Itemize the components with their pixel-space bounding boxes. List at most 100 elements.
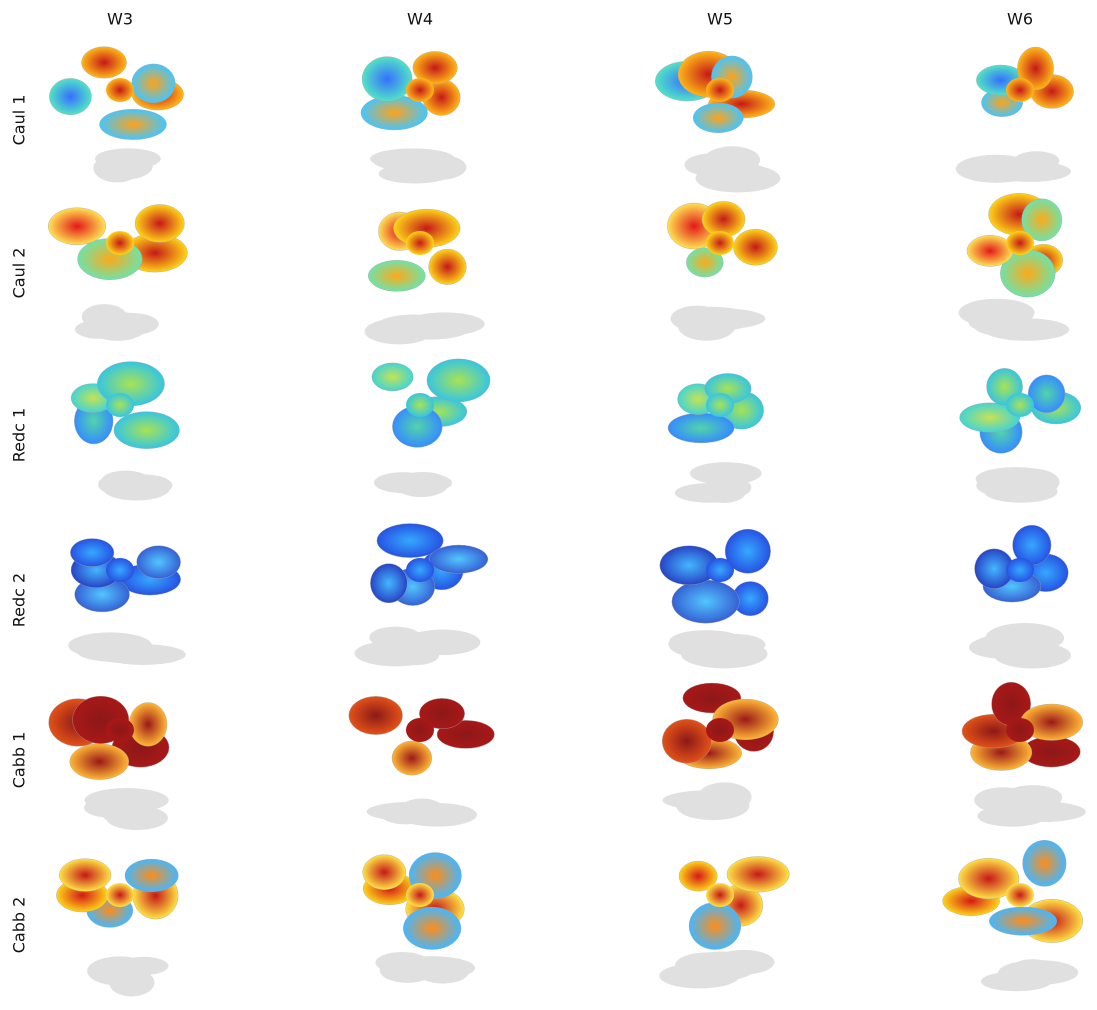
plant-shadow bbox=[370, 148, 467, 184]
leaf-center bbox=[706, 718, 734, 742]
plant-shadow bbox=[969, 623, 1071, 669]
leaf-center bbox=[1006, 718, 1034, 742]
shadow-lobe bbox=[998, 960, 1079, 985]
leaf bbox=[726, 856, 790, 893]
plant-cell bbox=[49, 46, 184, 183]
plant-shadow bbox=[670, 305, 766, 341]
leaf bbox=[733, 228, 778, 266]
shadow-lobe bbox=[974, 634, 1030, 656]
plant-cell bbox=[348, 696, 495, 827]
leaf bbox=[124, 858, 179, 892]
plant-cell bbox=[961, 681, 1086, 827]
leaf-center bbox=[706, 393, 734, 417]
plant-point-cloud bbox=[370, 523, 489, 606]
plant-point-cloud bbox=[360, 51, 461, 131]
leaf bbox=[371, 362, 414, 392]
plant-shadow bbox=[366, 798, 477, 827]
leaf bbox=[348, 696, 403, 735]
leaf bbox=[362, 854, 407, 890]
shadow-lobe bbox=[689, 462, 762, 485]
plant-shadow bbox=[374, 472, 453, 498]
plant-point-cloud bbox=[655, 51, 776, 133]
leaf-center bbox=[106, 883, 134, 907]
shadow-lobe bbox=[81, 304, 127, 330]
plant-point-cloud bbox=[659, 528, 771, 624]
plant-cell bbox=[47, 204, 188, 341]
leaf bbox=[667, 412, 735, 444]
plant-point-cloud bbox=[961, 681, 1083, 771]
row-label: Redc 1 bbox=[10, 408, 29, 462]
shadow-lobe bbox=[378, 163, 452, 184]
plant-point-cloud bbox=[368, 208, 467, 292]
leaf-center bbox=[406, 883, 434, 907]
plant-shadow bbox=[364, 312, 485, 345]
leaf bbox=[69, 743, 130, 780]
shadow-lobe bbox=[974, 787, 1032, 813]
leaf bbox=[959, 402, 1021, 433]
plant-cell bbox=[354, 523, 489, 667]
leaf bbox=[724, 528, 771, 574]
leaf-center bbox=[406, 718, 434, 742]
shadow-lobe bbox=[659, 963, 740, 989]
leaf bbox=[70, 538, 115, 567]
leaf bbox=[361, 56, 413, 102]
leaf bbox=[81, 46, 127, 79]
leaf-center bbox=[106, 231, 134, 255]
plant-shadow bbox=[668, 630, 768, 669]
shadow-lobe bbox=[706, 477, 752, 499]
plant-cell bbox=[659, 528, 771, 669]
plant-point-cloud bbox=[678, 856, 790, 950]
leaf bbox=[47, 207, 107, 246]
leaf bbox=[989, 906, 1058, 936]
shadow-lobe bbox=[403, 473, 453, 492]
column-label: W4 bbox=[407, 10, 433, 29]
leaf bbox=[1021, 198, 1063, 242]
plant-point-cloud bbox=[348, 696, 495, 776]
plant-shadow bbox=[354, 626, 481, 667]
plant-point-cloud bbox=[362, 852, 465, 950]
plant-shadow bbox=[68, 632, 186, 665]
plant-cell bbox=[659, 856, 790, 989]
plant-shadow bbox=[974, 785, 1086, 827]
shadow-lobe bbox=[979, 157, 1026, 179]
leaf-center bbox=[1006, 231, 1034, 255]
plant-shadow bbox=[684, 146, 781, 193]
shadow-lobe bbox=[100, 797, 154, 826]
leaf-center bbox=[406, 78, 434, 102]
plant-cell bbox=[68, 538, 186, 665]
shadow-lobe bbox=[976, 473, 1040, 498]
plant-cell bbox=[364, 208, 485, 345]
plant-point-cloud bbox=[49, 46, 184, 140]
plant-shadow bbox=[975, 467, 1060, 503]
plant-shadow bbox=[375, 951, 476, 984]
shadow-lobe bbox=[397, 798, 446, 826]
plant-cell bbox=[360, 51, 467, 184]
leaf bbox=[99, 109, 167, 140]
shadow-lobe bbox=[354, 640, 437, 667]
plant-cell bbox=[56, 858, 179, 997]
plant-shadow bbox=[958, 298, 1070, 341]
plant-shadow bbox=[955, 151, 1072, 183]
leaf bbox=[113, 411, 180, 449]
leaf-center bbox=[106, 558, 134, 582]
leaf bbox=[412, 51, 458, 85]
leaf bbox=[662, 719, 712, 764]
leaf-center bbox=[1006, 883, 1034, 907]
row-label: Cabb 2 bbox=[10, 897, 29, 954]
leaf-center bbox=[106, 393, 134, 417]
leaf bbox=[1022, 839, 1067, 887]
leaf-center bbox=[406, 558, 434, 582]
leaf-center bbox=[706, 558, 734, 582]
leaf bbox=[671, 579, 740, 624]
plant-cell bbox=[959, 368, 1081, 503]
plant-cell bbox=[955, 46, 1074, 183]
leaf-center bbox=[1006, 393, 1034, 417]
plant-point-cloud bbox=[976, 46, 1074, 117]
plant-cell bbox=[371, 358, 491, 498]
leaf-center bbox=[406, 393, 434, 417]
plant-point-cloud bbox=[662, 682, 779, 770]
leaf bbox=[426, 358, 491, 403]
plant-point-cloud bbox=[70, 361, 180, 449]
plant-point-cloud bbox=[371, 358, 491, 448]
